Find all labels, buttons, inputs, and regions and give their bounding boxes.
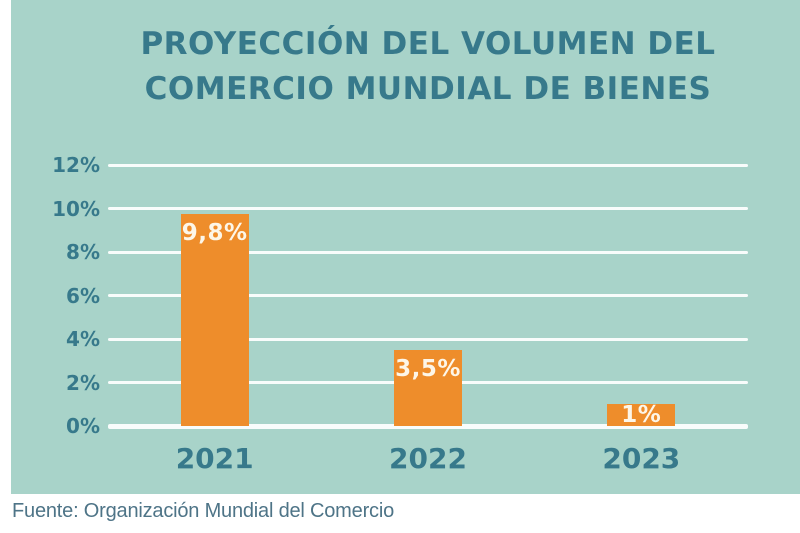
chart-panel: PROYECCIÓN DEL VOLUMEN DEL COMERCIO MUND… <box>11 0 800 494</box>
bar-value-label: 9,8% <box>181 220 248 246</box>
x-axis-category-label: 2021 <box>175 442 254 475</box>
bar-value-label: 3,5% <box>395 356 461 382</box>
y-axis-tick-label: 8% <box>66 240 100 264</box>
plot-area: 9,8% 2021 3,5% 2022 1% 2023 <box>108 163 748 475</box>
y-axis: 12% 10% 8% 6% 4% 2% 0% <box>11 153 100 438</box>
bar-2021: 9,8% <box>180 214 249 426</box>
y-axis-tick-label: 2% <box>66 370 100 395</box>
gridline <box>108 337 748 341</box>
gridline <box>108 163 748 167</box>
x-axis-category-label: 2022 <box>389 442 467 475</box>
gridline <box>108 294 748 297</box>
source-caption: Fuente: Organización Mundial del Comerci… <box>12 500 394 522</box>
y-axis-tick-label: 12% <box>52 153 100 177</box>
gridline <box>108 207 748 210</box>
bar-2022: 3,5% <box>394 350 462 426</box>
x-axis-category-label: 2023 <box>602 442 681 475</box>
y-axis-tick-label: 4% <box>66 327 100 351</box>
bar-2023: 1% <box>607 402 676 428</box>
y-axis-tick-label: 10% <box>52 196 100 221</box>
chart-title: PROYECCIÓN DEL VOLUMEN DEL COMERCIO MUND… <box>98 22 758 112</box>
chart-title-line1: PROYECCIÓN DEL VOLUMEN DEL <box>140 26 716 62</box>
y-axis-tick-label: 0% <box>66 414 100 438</box>
chart-title-line2: COMERCIO MUNDIAL DE BIENES <box>144 71 712 107</box>
gridline <box>108 250 748 254</box>
x-axis-baseline <box>108 423 748 429</box>
bar-value-label: 1% <box>621 402 662 428</box>
y-axis-tick-label: 6% <box>66 283 100 308</box>
